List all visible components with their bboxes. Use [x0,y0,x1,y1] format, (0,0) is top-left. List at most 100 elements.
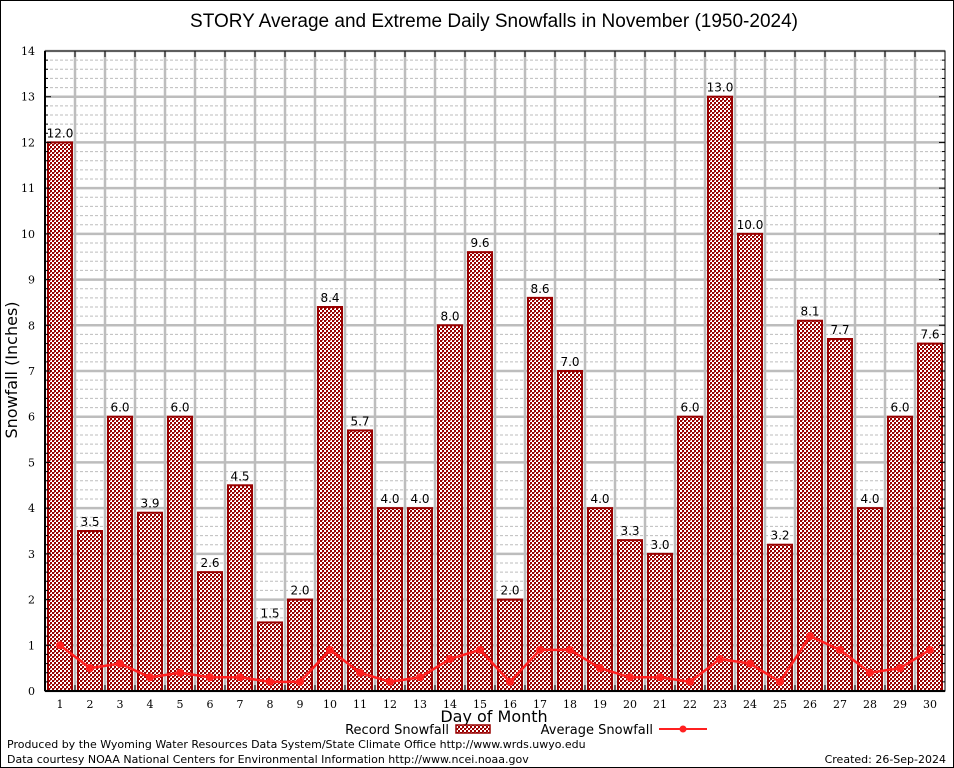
record-bars [47,95,943,693]
bar-value-label: 4.5 [230,469,249,483]
x-tick-label: 13 [413,698,427,711]
average-point [416,673,424,682]
bar-value-label: 12.0 [47,126,74,140]
average-point [86,664,94,673]
record-bar [737,232,763,692]
average-point [476,645,484,654]
y-tick-label: 0 [28,685,35,698]
x-tick-label: 1 [57,698,64,711]
record-bar [377,507,403,692]
bar-value-label: 8.4 [320,291,339,305]
bar-value-label: 3.3 [620,524,639,538]
x-tick-label: 14 [443,698,457,711]
average-point [56,641,64,650]
record-bar [917,342,943,692]
average-point [806,632,814,641]
bar-value-label: 3.2 [770,529,789,543]
x-tick-label: 15 [473,698,487,711]
record-bar [137,511,163,693]
bar-value-label: 7.7 [830,323,849,337]
bar-value-label: 13.0 [707,81,734,95]
bar-value-label: 8.1 [800,305,819,319]
average-point [386,677,394,686]
x-tick-label: 16 [503,698,517,711]
x-tick-label: 25 [773,698,787,711]
record-bar [527,296,553,692]
x-tick-label: 27 [833,698,847,711]
x-tick-label: 30 [923,698,937,711]
bar-value-label: 4.0 [590,492,609,506]
legend-record-swatch [455,724,491,734]
average-point [716,655,724,663]
average-point [356,668,364,677]
bar-value-label: 8.0 [440,309,459,323]
y-tick-label: 7 [28,365,35,378]
y-tick-label: 9 [28,274,35,287]
x-tick-label: 22 [683,698,697,711]
x-tick-label: 20 [623,698,637,711]
y-tick-label: 1 [28,639,35,652]
y-tick-label: 2 [28,594,35,607]
average-point [446,655,454,663]
average-point [746,659,754,668]
average-point [176,668,184,677]
bar-value-label: 6.0 [680,401,699,415]
record-bar [227,484,253,692]
bar-value-label: 4.0 [410,492,429,506]
average-line [56,632,934,686]
x-tick-label: 28 [863,698,877,711]
average-point [146,673,154,682]
bar-value-label: 7.0 [560,355,579,369]
bar-labels: 12.0 3.5 6.0 3.9 6.0 2.6 4.5 1.5 2.0 8.4 5.7 4.0 4.0… [47,81,940,621]
bar-value-label: 9.6 [470,236,489,250]
bar-value-label: 2.6 [200,556,219,570]
y-tick-label: 13 [21,91,35,104]
chart-title: STORY Average and Extreme Daily Snowfall… [190,11,798,32]
y-tick-label: 3 [28,548,35,561]
bar-value-label: 5.7 [350,414,369,428]
x-tick-label: 10 [323,698,337,711]
legend-average-marker [679,725,687,733]
record-bar [497,598,523,692]
bar-value-label: 3.5 [80,515,99,529]
x-tick-label: 18 [563,698,577,711]
y-tick-label: 12 [21,136,35,149]
y-tick-label: 6 [28,411,35,424]
average-polyline [59,634,931,684]
bar-value-label: 2.0 [290,584,309,598]
average-point [206,673,214,682]
record-bar [287,598,313,692]
average-point [656,673,664,682]
record-bar [767,543,793,693]
bar-value-label: 3.0 [650,538,669,552]
record-bar [887,415,913,692]
bar-value-label: 1.5 [260,606,279,620]
x-tick-label: 29 [893,698,907,711]
record-bar [167,415,193,692]
axes [44,50,946,692]
bar-value-label: 2.0 [500,584,519,598]
record-bar [647,552,673,692]
bar-value-label: 4.0 [380,492,399,506]
average-point [326,645,334,654]
record-bar [197,571,223,693]
x-tick-label: 4 [147,698,154,711]
average-point [266,677,274,686]
record-bar [407,507,433,692]
x-tick-label: 26 [803,698,817,711]
x-tick-label: 11 [353,698,367,711]
y-tick-label: 8 [28,319,35,332]
bar-value-label: 10.0 [737,218,764,232]
record-bar [797,319,823,692]
average-point [776,677,784,686]
record-bar [47,141,73,692]
x-tick-label: 2 [87,698,94,711]
average-point [866,668,874,677]
x-tick-label: 5 [177,698,184,711]
x-tick-label: 3 [117,698,124,711]
record-bar [437,324,463,692]
record-bar [557,370,583,692]
record-bar [347,429,373,692]
x-tick-labels: 1 2 3 4 5 6 7 8 9 10 11 12 13 14 15 16 17 18 19 20 21 22 23 24 2… [57,698,938,711]
bar-value-label: 3.9 [140,497,159,511]
